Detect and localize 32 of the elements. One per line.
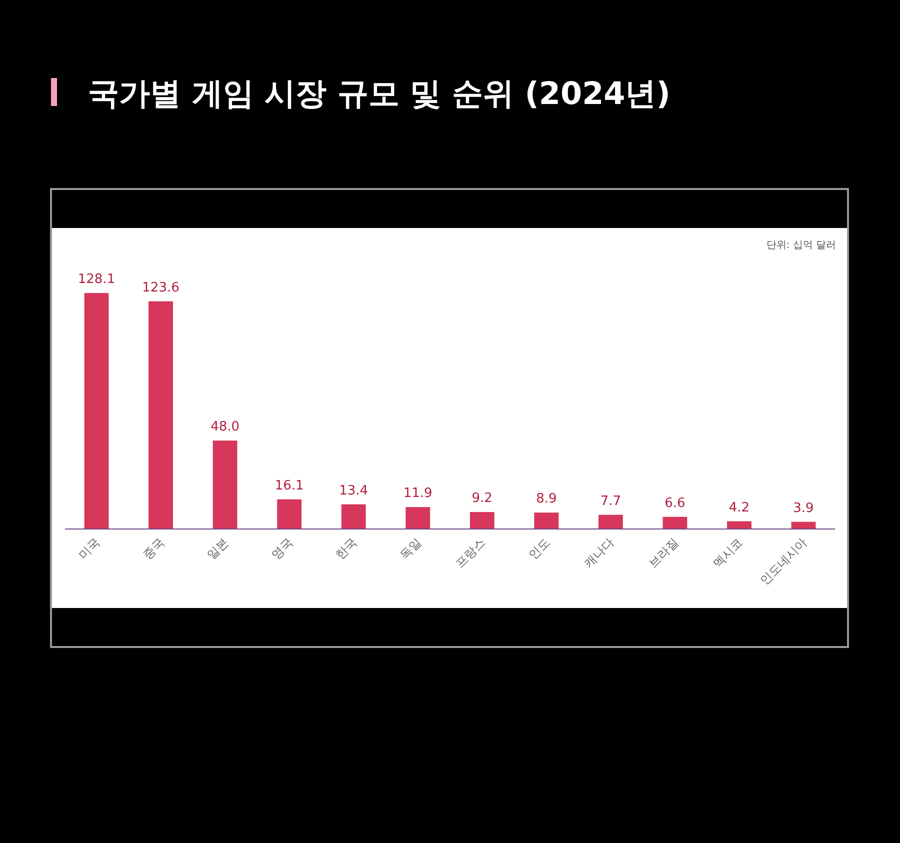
data-label: 48.0 [210,420,240,435]
data-label: 7.7 [600,494,622,509]
x-tick-label: 한국 [332,535,360,562]
bar [470,512,494,529]
bar [406,507,430,529]
data-label: 3.9 [793,500,814,516]
x-tick-label: 영국 [268,535,296,562]
text: 단위: 십억 달러 [766,240,836,251]
data-label: 4.2 [728,500,750,516]
data-label: 13.4 [339,483,368,498]
bar [534,512,559,529]
bar [727,521,752,529]
bar [662,516,688,529]
bar [148,301,173,529]
bar [212,440,238,529]
x-tick-label: 일본 [204,535,232,562]
data-label: 9.2 [472,491,492,506]
data-label: 123.6 [142,280,180,296]
chart-title: 국가별 게임 시장 규모 및 순위 (2024년) [88,76,670,112]
data-label: 8.9 [536,492,557,507]
x-tick-label: 독일 [397,535,424,562]
data-label: 11.9 [403,486,432,502]
bar [84,293,109,529]
x-tick-label: 인도 [526,535,553,562]
bar [341,504,366,529]
data-label: 16.1 [274,478,304,494]
x-tick-label: 미국 [76,535,103,562]
data-label: 6.6 [664,496,686,511]
data-label: 128.1 [78,272,116,287]
x-tick-label: 중국 [140,535,167,562]
bar [598,514,623,529]
bar [277,499,302,529]
